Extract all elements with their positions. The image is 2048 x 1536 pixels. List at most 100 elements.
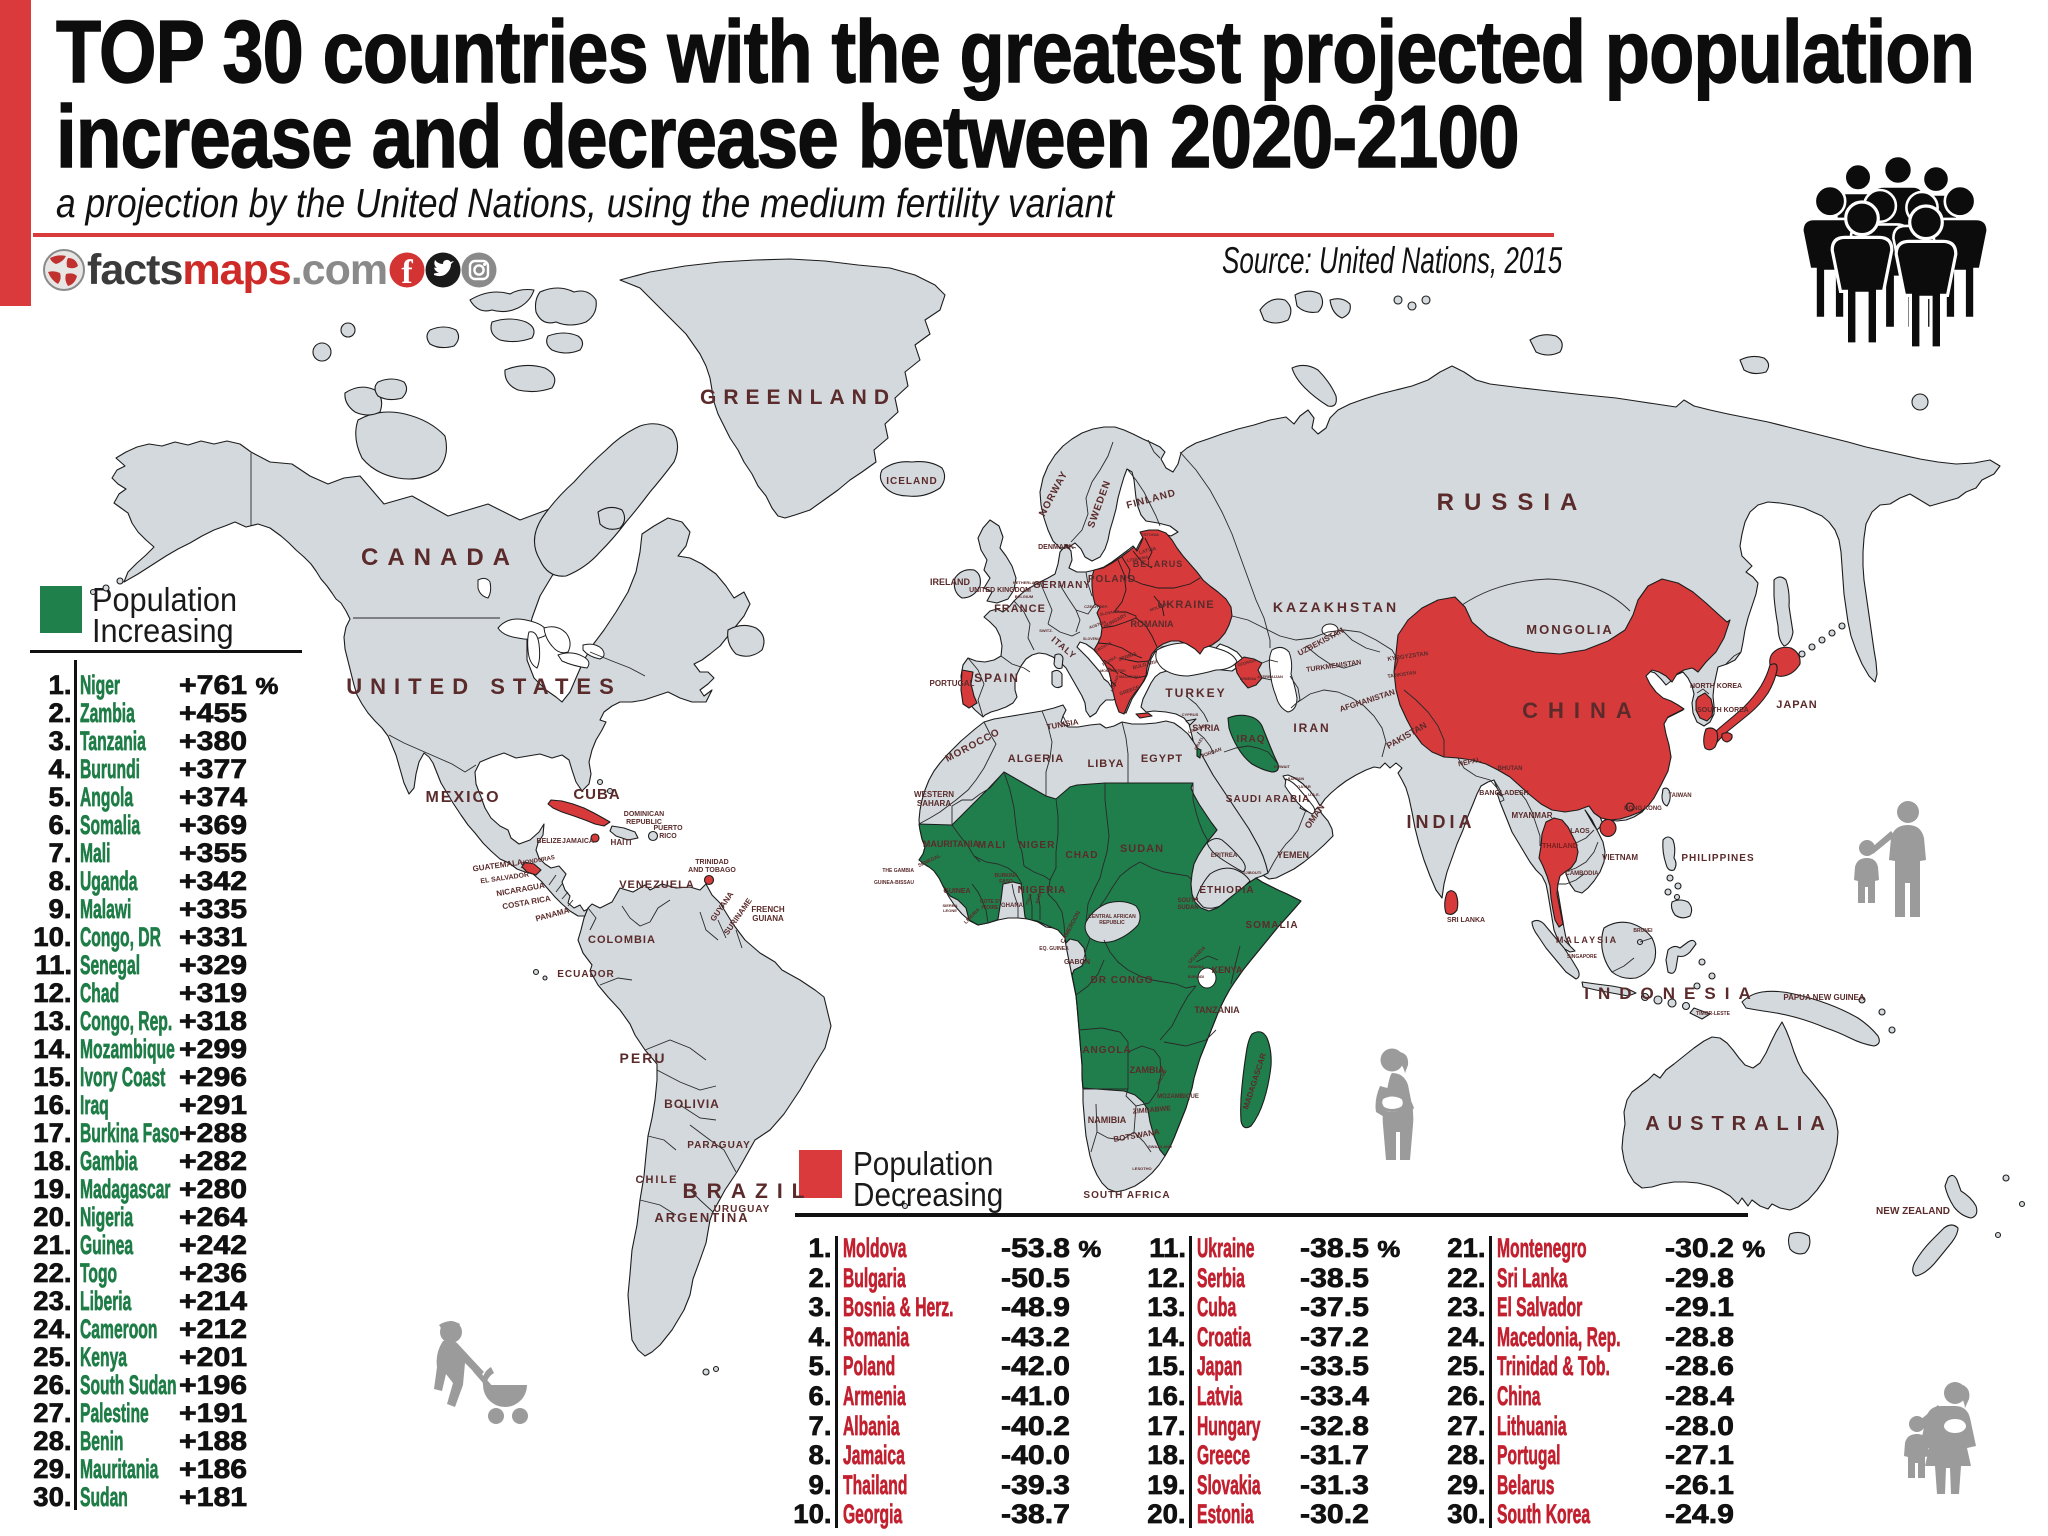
svg-text:REPUBLIC: REPUBLIC (1099, 920, 1125, 926)
svg-text:TRINIDAD: TRINIDAD (695, 859, 728, 866)
svg-text:EQ. GUINEA: EQ. GUINEA (1039, 946, 1069, 952)
svg-text:ETHIOPIA: ETHIOPIA (1199, 885, 1254, 896)
svg-text:AUSTRALIA: AUSTRALIA (1645, 1113, 1833, 1135)
svg-text:NEPAL: NEPAL (1458, 757, 1483, 769)
svg-text:PERU: PERU (620, 1050, 667, 1066)
svg-text:RUSSIA: RUSSIA (1437, 489, 1588, 516)
svg-text:NETHERLANDS: NETHERLANDS (1013, 580, 1044, 585)
svg-text:DENMARK: DENMARK (1038, 544, 1074, 551)
svg-text:COTE D': COTE D' (980, 899, 1000, 905)
svg-text:VENEZUELA: VENEZUELA (619, 879, 695, 891)
svg-text:LAOS: LAOS (1570, 828, 1590, 835)
svg-text:IRAQ: IRAQ (1237, 734, 1266, 745)
svg-text:BRUNEI: BRUNEI (1633, 928, 1653, 934)
svg-text:GUIANA: GUIANA (752, 914, 784, 923)
svg-text:CUBA: CUBA (573, 786, 620, 803)
svg-text:SWITZ.: SWITZ. (1039, 628, 1053, 633)
svg-text:ROMANIA: ROMANIA (1131, 619, 1174, 629)
svg-text:BELARUS: BELARUS (1133, 559, 1184, 569)
svg-text:LIBYA: LIBYA (1088, 758, 1125, 770)
svg-text:ANGOLA: ANGOLA (1082, 1045, 1131, 1056)
svg-text:f: f (401, 254, 413, 291)
svg-text:GABON: GABON (1064, 959, 1090, 966)
svg-text:MONTENEGRO: MONTENEGRO (1100, 669, 1126, 673)
svg-text:GERMANY: GERMANY (1033, 580, 1091, 591)
svg-text:FRANCE: FRANCE (994, 603, 1046, 615)
svg-text:MALAYSIA: MALAYSIA (1556, 935, 1618, 945)
svg-text:LEBANON: LEBANON (1187, 723, 1207, 735)
svg-text:IRELAND: IRELAND (930, 577, 970, 587)
svg-text:GUINEA-BISSAU: GUINEA-BISSAU (874, 880, 914, 886)
svg-text:ISRAEL: ISRAEL (1193, 735, 1205, 751)
svg-text:ALGERIA: ALGERIA (1008, 753, 1065, 765)
svg-text:CHAD: CHAD (1066, 850, 1099, 861)
svg-text:NORTH KOREA: NORTH KOREA (1690, 683, 1742, 690)
svg-text:SYRIA: SYRIA (1192, 723, 1220, 733)
svg-text:DOMINICAN: DOMINICAN (624, 811, 664, 818)
svg-text:BURUNDI: BURUNDI (1188, 975, 1204, 979)
svg-text:ZIMBABWE: ZIMBABWE (1132, 1105, 1171, 1115)
svg-text:INDIA: INDIA (1407, 812, 1476, 832)
svg-text:SUDAN: SUDAN (1120, 843, 1164, 855)
svg-text:PHILIPPINES: PHILIPPINES (1681, 853, 1754, 864)
svg-text:AZERBAIJAN: AZERBAIJAN (1257, 674, 1283, 679)
svg-text:SOUTH: SOUTH (1178, 898, 1199, 904)
svg-text:GUATEMALA: GUATEMALA (472, 858, 523, 874)
svg-text:CHINA: CHINA (1522, 698, 1642, 723)
svg-text:SPAIN: SPAIN (974, 671, 1020, 685)
svg-text:TANZANIA: TANZANIA (1194, 1005, 1240, 1015)
svg-text:ZAMBIA: ZAMBIA (1130, 1065, 1165, 1075)
svg-text:MACEDONIA: MACEDONIA (1119, 675, 1141, 679)
svg-text:THE GAMBIA: THE GAMBIA (882, 868, 914, 874)
svg-text:U.A.E.: U.A.E. (1308, 792, 1320, 797)
svg-text:TURKEY: TURKEY (1165, 686, 1226, 700)
svg-text:SWAZILAND: SWAZILAND (1148, 1144, 1172, 1149)
svg-text:SINGAPORE: SINGAPORE (1567, 954, 1598, 960)
svg-text:ERITREA: ERITREA (1211, 853, 1238, 859)
svg-text:NEW ZEALAND: NEW ZEALAND (1876, 1206, 1950, 1217)
svg-text:BELIZE: BELIZE (537, 838, 562, 845)
svg-text:NIGER: NIGER (1019, 840, 1056, 851)
svg-text:EGYPT: EGYPT (1141, 753, 1183, 765)
svg-text:BRAZIL: BRAZIL (683, 1180, 814, 1203)
svg-text:ESTONIA: ESTONIA (1141, 532, 1159, 537)
svg-text:SAHARA: SAHARA (917, 799, 951, 808)
svg-text:BENIN: BENIN (1034, 891, 1043, 905)
svg-text:THAILAND: THAILAND (1542, 843, 1578, 850)
svg-text:factsmaps.com: factsmaps.com (87, 246, 387, 294)
svg-text:MYANMAR: MYANMAR (1511, 811, 1552, 820)
svg-text:TAJIKISTAN: TAJIKISTAN (1387, 670, 1417, 680)
svg-text:BELGIUM: BELGIUM (1015, 594, 1034, 599)
svg-text:UNITED KINGDOM: UNITED KINGDOM (969, 587, 1031, 594)
svg-text:PARAGUAY: PARAGUAY (687, 1140, 751, 1151)
svg-text:BAHRAIN: BAHRAIN (1288, 777, 1305, 781)
svg-text:COLOMBIA: COLOMBIA (588, 934, 656, 946)
svg-text:EL SALVADOR: EL SALVADOR (480, 872, 530, 886)
svg-text:FRENCH: FRENCH (751, 905, 785, 914)
svg-text:SUDAN: SUDAN (1177, 905, 1198, 911)
svg-text:BHUTAN: BHUTAN (1498, 766, 1523, 772)
svg-text:KYRGYZSTAN: KYRGYZSTAN (1387, 651, 1428, 663)
svg-text:KAZAKHSTAN: KAZAKHSTAN (1273, 599, 1399, 615)
svg-text:SLOVENIA: SLOVENIA (1083, 637, 1101, 641)
svg-text:ARMENIA: ARMENIA (1240, 677, 1257, 681)
svg-text:YEMEN: YEMEN (1277, 850, 1309, 860)
svg-text:RICO: RICO (659, 833, 677, 840)
svg-text:TIMOR-LESTE: TIMOR-LESTE (1696, 1011, 1731, 1017)
svg-text:JAMAICA: JAMAICA (562, 838, 594, 845)
svg-text:DR CONGO: DR CONGO (1091, 975, 1154, 986)
svg-text:MONGOLIA: MONGOLIA (1526, 622, 1614, 637)
svg-text:JAPAN: JAPAN (1776, 699, 1817, 711)
svg-text:REPUBLIC: REPUBLIC (626, 819, 662, 826)
svg-text:DJIBOUTI: DJIBOUTI (1243, 870, 1262, 875)
svg-text:BANGLADESH: BANGLADESH (1479, 790, 1528, 797)
svg-text:INDONESIA: INDONESIA (1584, 984, 1759, 1003)
svg-text:ARGENTINA: ARGENTINA (654, 1210, 749, 1225)
svg-text:RWANDA: RWANDA (1188, 965, 1204, 969)
svg-text:SOUTH AFRICA: SOUTH AFRICA (1083, 1190, 1170, 1201)
svg-text:LEONE: LEONE (943, 908, 957, 913)
svg-text:QATAR: QATAR (1297, 784, 1311, 789)
svg-text:URUGUAY: URUGUAY (714, 1204, 771, 1215)
svg-text:ECUADOR: ECUADOR (557, 969, 615, 980)
svg-text:GREENLAND: GREENLAND (700, 386, 896, 409)
